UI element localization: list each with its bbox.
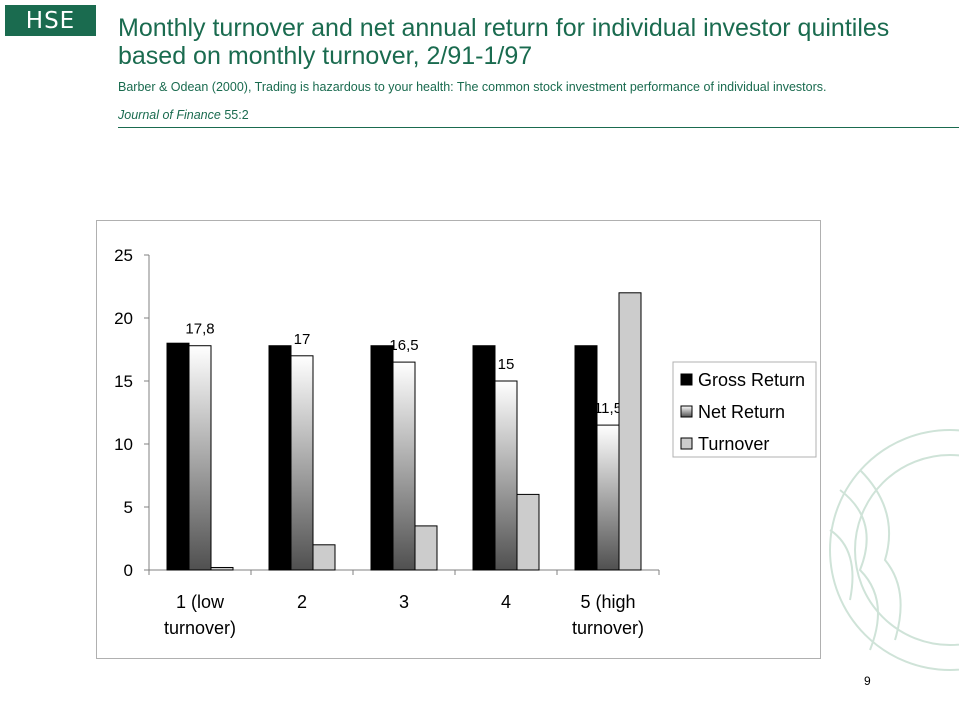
net-return-bar bbox=[188, 345, 212, 571]
net-return-bar bbox=[290, 355, 314, 571]
net-return-data-label: 17,8 bbox=[185, 321, 214, 338]
gross-return-bar bbox=[370, 345, 394, 571]
net-return-data-label: 17 bbox=[294, 331, 311, 348]
journal-name: Journal of Finance bbox=[118, 108, 221, 122]
net-return-bar bbox=[392, 361, 416, 571]
net-return-data-label: 15 bbox=[498, 356, 515, 373]
legend-swatch-net-return bbox=[680, 405, 693, 418]
x-category-label: 5 (high bbox=[580, 592, 635, 612]
x-category-label: 2 bbox=[297, 592, 307, 612]
hse-logo: HSE bbox=[5, 5, 96, 36]
net-return-bar bbox=[494, 380, 518, 571]
y-tick-label: 15 bbox=[114, 372, 133, 391]
gross-return-bar bbox=[574, 345, 598, 571]
y-tick-label: 10 bbox=[114, 435, 133, 454]
y-tick-label: 5 bbox=[124, 498, 133, 517]
net-return-data-label: 11,5 bbox=[594, 400, 622, 417]
x-category-label: turnover) bbox=[572, 618, 644, 638]
y-tick-label: 25 bbox=[114, 246, 133, 265]
turnover-bar bbox=[618, 292, 642, 571]
y-tick-label: 20 bbox=[114, 309, 133, 328]
y-tick-label: 0 bbox=[124, 561, 133, 580]
turnover-bar bbox=[210, 566, 234, 571]
bar-chart: 0 5 10 15 20 25 17,8 1 (low turnover) 17 2 16,5 3 15 4… bbox=[96, 220, 821, 659]
net-return-data-label: 16,5 bbox=[389, 337, 418, 354]
slide-title: Monthly turnover and net annual return f… bbox=[118, 14, 890, 70]
x-category-label: 1 (low bbox=[176, 592, 225, 612]
net-return-bar bbox=[596, 424, 620, 571]
journal-issue: 55:2 bbox=[220, 108, 249, 122]
university-seal-watermark bbox=[829, 429, 959, 671]
x-category-label: 4 bbox=[501, 592, 511, 612]
gross-return-bar bbox=[166, 342, 190, 571]
source-citation: Barber & Odean (2000), Trading is hazard… bbox=[118, 80, 827, 94]
x-category-label: 3 bbox=[399, 592, 409, 612]
legend-label-gross-return: Gross Return bbox=[698, 370, 805, 390]
gross-return-bar bbox=[268, 345, 292, 571]
gross-return-bar bbox=[472, 345, 496, 571]
legend-label-net-return: Net Return bbox=[698, 402, 785, 422]
turnover-bar bbox=[414, 525, 438, 571]
x-category-label: turnover) bbox=[164, 618, 236, 638]
journal-citation: Journal of Finance 55:2 bbox=[118, 108, 249, 122]
header-rule bbox=[118, 127, 959, 128]
legend-label-turnover: Turnover bbox=[698, 434, 769, 454]
legend-box bbox=[672, 361, 817, 458]
page-number: 9 bbox=[864, 674, 871, 688]
turnover-bar bbox=[516, 493, 540, 571]
legend-swatch-turnover bbox=[680, 437, 693, 450]
legend-swatch-gross-return bbox=[680, 373, 693, 386]
turnover-bar bbox=[312, 544, 336, 571]
